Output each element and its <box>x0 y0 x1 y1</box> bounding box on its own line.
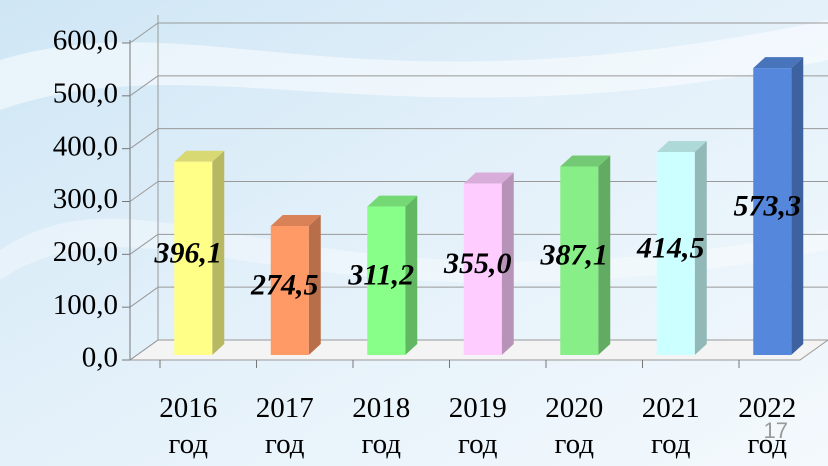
x-tick-label: 2018 год <box>352 392 411 460</box>
y-tick-label: 400,0 <box>53 130 118 162</box>
grid-line <box>129 128 159 150</box>
bar <box>270 225 309 355</box>
bar-top <box>270 214 321 226</box>
bar-side <box>308 214 321 355</box>
grid-line <box>129 181 159 202</box>
bar-top <box>463 172 514 184</box>
bar <box>656 152 695 355</box>
x-tick-label: 2017 год <box>255 392 314 460</box>
swoosh <box>0 20 828 110</box>
bar-top <box>560 155 611 167</box>
bar <box>560 166 599 355</box>
value-label: 355,0 <box>443 247 512 280</box>
bar <box>463 183 502 355</box>
value-label: 414,5 <box>636 231 705 264</box>
grid-line <box>129 233 159 255</box>
bar <box>367 206 406 355</box>
x-tick-label: 2022 год <box>738 392 797 460</box>
y-tick-label: 100,0 <box>53 289 118 321</box>
y-tick-label: 0,0 <box>82 342 118 374</box>
x-tick-label: 2020 год <box>545 392 604 460</box>
bar-top <box>367 195 418 207</box>
x-tick-label: 2016 год <box>159 392 218 460</box>
grid-line <box>129 339 159 361</box>
grid-line <box>129 22 159 44</box>
value-label: 311,2 <box>347 259 414 292</box>
bar-side <box>791 57 804 355</box>
bar-top <box>753 57 804 69</box>
bar-side <box>212 150 225 355</box>
value-label: 387,1 <box>540 239 609 272</box>
bar-top <box>174 150 225 162</box>
bar-side <box>501 172 514 355</box>
value-label: 274,5 <box>250 268 319 301</box>
y-tick-label: 200,0 <box>53 236 118 268</box>
bar-top <box>656 141 707 153</box>
bar <box>174 161 213 355</box>
bar-side <box>598 155 611 355</box>
bar-side <box>405 195 418 355</box>
y-tick-label: 600,0 <box>53 25 118 57</box>
grid-line <box>129 286 159 308</box>
bar-side <box>694 141 707 355</box>
value-label: 396,1 <box>154 236 223 269</box>
x-tick-label: 2021 год <box>641 392 700 460</box>
value-label: 573,3 <box>734 189 802 222</box>
x-tick-label: 2019 год <box>448 392 507 460</box>
y-tick-label: 500,0 <box>53 77 118 109</box>
page-number: 17 <box>763 418 788 443</box>
y-tick-label: 300,0 <box>53 183 118 215</box>
grid-line <box>129 75 159 97</box>
bar <box>753 68 792 355</box>
